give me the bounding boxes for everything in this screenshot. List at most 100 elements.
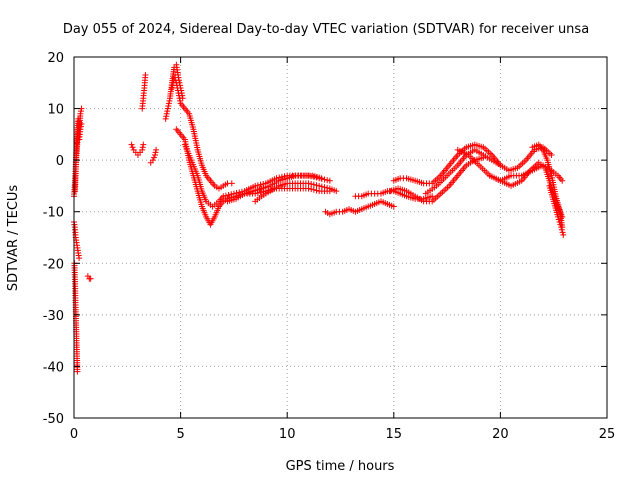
data-point	[220, 193, 227, 200]
data-point	[172, 77, 179, 84]
data-point	[77, 126, 84, 133]
data-point	[139, 146, 146, 153]
data-point	[257, 181, 264, 188]
data-point	[228, 180, 235, 187]
axis-ticks	[73, 56, 608, 419]
data-point	[559, 177, 566, 184]
data-point	[558, 226, 565, 233]
data-point	[129, 144, 136, 151]
y-tick-label: 20	[47, 51, 64, 66]
x-tick-label: 5	[176, 427, 184, 442]
data-point	[559, 229, 566, 236]
y-tick-label: -40	[43, 360, 64, 375]
data-point	[153, 146, 160, 153]
data-point	[166, 97, 173, 104]
y-tick-label: -30	[43, 309, 64, 324]
y-tick-label: 10	[47, 103, 64, 118]
data-point	[176, 92, 183, 99]
data-point	[233, 190, 240, 197]
data-point	[236, 189, 243, 196]
data-point	[173, 79, 180, 86]
data-point	[163, 110, 170, 117]
data-point	[257, 189, 264, 196]
plot-frame	[73, 56, 608, 419]
grid-lines	[74, 57, 607, 418]
data-point	[308, 180, 315, 187]
data-point	[177, 97, 184, 104]
x-tick-label: 10	[279, 427, 296, 442]
data-point	[225, 191, 232, 198]
data-point	[84, 273, 91, 280]
data-point	[310, 186, 317, 193]
data-point	[164, 105, 171, 112]
data-point	[310, 181, 317, 188]
x-tick-label: 15	[386, 427, 403, 442]
data-point	[555, 216, 562, 223]
data-point	[305, 185, 312, 192]
data-point	[164, 108, 171, 115]
data-point	[139, 144, 146, 151]
data-point	[76, 255, 83, 262]
data-point	[165, 102, 172, 109]
data-point	[321, 184, 328, 191]
data-point	[560, 231, 567, 238]
data-point	[254, 182, 261, 189]
data-point	[554, 213, 561, 220]
y-tick-label: -10	[43, 206, 64, 221]
data-point	[318, 175, 325, 182]
data-point	[548, 151, 555, 158]
data-point	[429, 193, 436, 200]
data-point	[169, 84, 176, 91]
data-point	[230, 190, 237, 197]
x-tick-label: 0	[70, 427, 78, 442]
x-axis-label: GPS time / hours	[286, 459, 395, 474]
data-point	[318, 175, 325, 182]
data-point	[152, 149, 159, 156]
data-point	[175, 90, 182, 97]
data-point	[174, 87, 181, 94]
data-point	[140, 141, 147, 148]
data-point	[260, 180, 267, 187]
data-point	[78, 121, 85, 128]
y-tick-label: -50	[43, 412, 64, 427]
data-point	[162, 115, 169, 122]
data-point	[305, 180, 312, 187]
y-tick-label: 0	[56, 154, 64, 169]
x-tick-label: 20	[492, 427, 509, 442]
data-point	[313, 182, 320, 189]
data-point	[176, 95, 183, 102]
data-point	[308, 186, 315, 193]
data-point	[87, 275, 94, 282]
chart-title: Day 055 of 2024, Sidereal Day-to-day VTE…	[63, 22, 589, 37]
data-point	[77, 110, 84, 117]
data-point	[333, 188, 340, 195]
y-axis-label: SDTVAR / TECUs	[6, 185, 21, 292]
data-point	[163, 113, 170, 120]
tick-labels: 0 5 10 15 20 25 -50 -40 -30 -20 -10 0 10 20	[43, 51, 616, 442]
data-point	[556, 219, 563, 226]
data-point	[171, 74, 178, 81]
data-point	[142, 72, 149, 79]
data-point	[318, 183, 325, 190]
data-point	[173, 82, 180, 89]
data-point	[150, 154, 157, 161]
data-point	[222, 192, 229, 199]
data-point	[313, 187, 320, 194]
data-point	[321, 176, 328, 183]
data-point	[324, 177, 331, 184]
data-point	[254, 190, 261, 197]
data-point	[228, 191, 235, 198]
data-point	[390, 203, 397, 210]
data-point	[278, 173, 285, 180]
data-point	[316, 182, 323, 189]
x-tick-label: 25	[599, 427, 616, 442]
data-point	[326, 177, 333, 184]
data-point	[165, 100, 172, 107]
data-points	[71, 61, 567, 375]
y-tick-label: -20	[43, 257, 64, 272]
data-point	[324, 184, 331, 191]
data-point	[152, 151, 159, 158]
data-point	[77, 108, 84, 115]
